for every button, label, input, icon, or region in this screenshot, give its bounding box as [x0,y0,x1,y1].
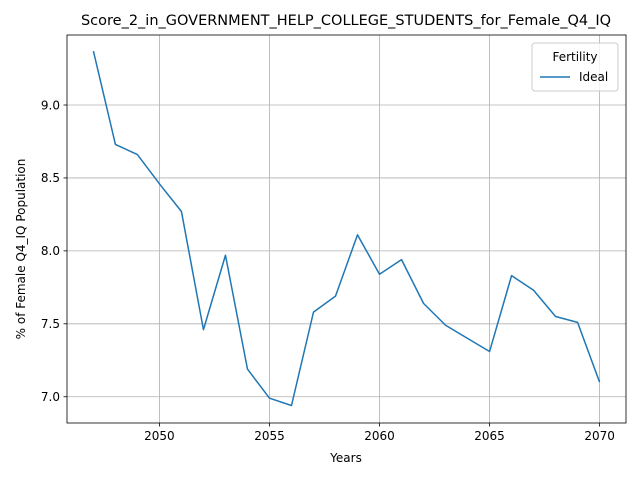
chart-title: Score_2_in_GOVERNMENT_HELP_COLLEGE_STUDE… [81,13,611,29]
axis-ticks: 2050 2055 2060 2065 2070 7.0 7.5 8.0 8.5 9.0 [41,98,615,443]
y-tick-label: 7.5 [41,317,60,331]
plot-frame [66,34,627,424]
y-tick-label: 7.0 [41,390,60,404]
x-axis-label: Years [329,451,362,465]
x-tick-label: 2065 [474,429,505,443]
grid-lines [67,35,626,423]
y-tick-label: 9.0 [41,98,60,112]
legend-title: Fertility [552,50,597,64]
x-tick-label: 2070 [584,429,615,443]
series-layer [92,50,601,407]
series-line-ideal [92,50,601,407]
legend: Fertility Ideal [531,42,619,92]
legend-entry-ideal: Ideal [579,70,608,84]
y-tick-label: 8.5 [41,171,60,185]
x-tick-label: 2050 [144,429,175,443]
x-tick-label: 2055 [254,429,285,443]
x-tick-label: 2060 [364,429,395,443]
y-tick-label: 8.0 [41,244,60,258]
y-axis-label: % of Female Q4_IQ Population [14,159,28,340]
legend-box [531,42,619,92]
